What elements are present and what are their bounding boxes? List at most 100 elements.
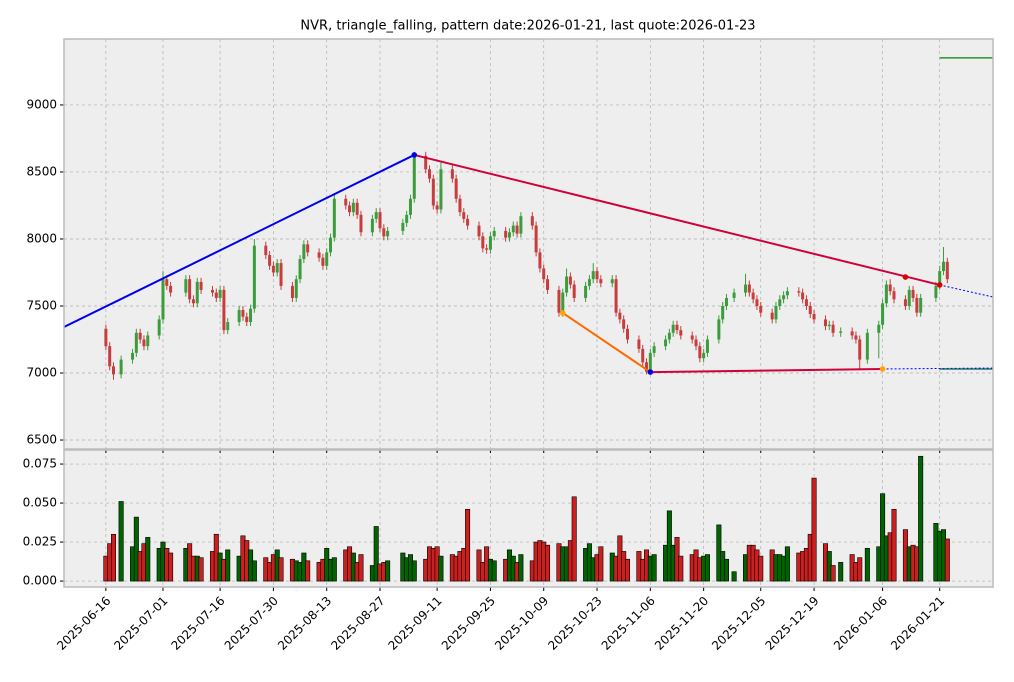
candle-body	[439, 169, 443, 210]
candle-body	[797, 291, 801, 293]
volume-bar	[891, 508, 897, 582]
volume-bar	[518, 554, 524, 582]
candle-body	[279, 263, 283, 286]
pattern-line	[939, 284, 993, 298]
y-tick-label: 0.025	[23, 535, 57, 549]
volume-bar	[373, 526, 379, 582]
candle-body	[721, 305, 725, 320]
candle-body	[405, 214, 409, 223]
candle-body	[907, 289, 911, 306]
candle-body	[675, 324, 679, 331]
candle-body	[724, 297, 728, 306]
pattern-line	[562, 312, 651, 373]
volume-bar	[731, 571, 737, 582]
candle-body	[504, 230, 508, 238]
candle-body	[881, 303, 885, 325]
volume-bar	[385, 560, 391, 582]
volume-bar	[918, 455, 924, 582]
candle-body	[911, 289, 915, 298]
x-tick-label: 2025-09-25	[439, 594, 498, 653]
candle-body	[290, 285, 294, 298]
candle-body	[565, 276, 569, 293]
candle-body	[370, 218, 374, 233]
candle-body	[252, 245, 256, 309]
candle-body	[698, 346, 702, 359]
volume-bar	[305, 560, 311, 582]
candle-body	[732, 292, 736, 298]
x-tick-label: 2025-09-11	[385, 594, 444, 653]
candle-body	[808, 305, 812, 315]
candle-body	[184, 279, 188, 293]
candle-body	[458, 198, 462, 213]
candle-body	[801, 292, 805, 300]
volume-bar	[704, 554, 710, 582]
volume-bar	[571, 496, 577, 582]
candle-body	[618, 312, 622, 320]
volume-bar	[811, 477, 817, 582]
y-tick-label: 9000	[26, 97, 57, 111]
volume-bar	[678, 555, 684, 582]
pattern-line	[882, 367, 993, 370]
candle-body	[424, 155, 428, 170]
candle-body	[942, 261, 946, 272]
y-tick-label: 6500	[26, 433, 57, 447]
volume-bar	[830, 565, 836, 582]
candle-body	[382, 228, 386, 237]
candle-body	[169, 285, 173, 293]
candle-body	[770, 312, 774, 320]
pattern-point	[936, 282, 943, 288]
candle-body	[348, 205, 352, 213]
candle-body	[839, 331, 843, 333]
candle-body	[945, 261, 949, 280]
candle-body	[332, 198, 336, 238]
candle-body	[850, 331, 854, 336]
candle-body	[131, 352, 135, 360]
pattern-point	[411, 152, 418, 158]
volume-bar	[491, 560, 497, 582]
candle-body	[351, 202, 355, 213]
candle-body	[104, 328, 108, 347]
candle-body	[466, 218, 470, 226]
price-marks	[64, 57, 993, 380]
candle-body	[759, 305, 763, 313]
candle-body	[492, 230, 496, 237]
candle-body	[591, 271, 595, 280]
candle-body	[306, 244, 310, 253]
candle-body	[865, 332, 869, 360]
candle-body	[671, 324, 675, 333]
volume-bar	[411, 560, 417, 582]
x-tick-label: 2025-10-23	[545, 594, 604, 653]
y-tick-label: 0.050	[23, 496, 57, 510]
candle-body	[546, 279, 550, 290]
candle-body	[249, 308, 253, 323]
candle-body	[572, 284, 576, 298]
candle-body	[568, 276, 572, 285]
candle-body	[648, 352, 652, 372]
candle-body	[264, 245, 268, 256]
candle-body	[625, 328, 629, 340]
candle-body	[481, 236, 485, 249]
volume-bar	[278, 557, 284, 582]
candle-body	[454, 178, 458, 199]
candle-body	[138, 332, 142, 340]
candle-body	[268, 255, 272, 266]
volume-bar	[624, 558, 630, 582]
candle-body	[812, 314, 816, 320]
candle-body	[610, 279, 614, 284]
volume-bar	[465, 508, 471, 582]
candle-body	[744, 284, 748, 293]
pattern-point	[902, 274, 909, 280]
y-tick-label: 8000	[26, 231, 57, 245]
candle-body	[679, 330, 683, 336]
candle-body	[519, 216, 523, 234]
volume-bar	[864, 548, 870, 582]
candle-body	[538, 252, 542, 269]
x-tick-label: 2026-01-21	[888, 594, 947, 653]
candle-body	[702, 352, 706, 359]
candle-body	[222, 289, 226, 331]
candle-body	[755, 299, 759, 306]
candle-body	[854, 335, 858, 340]
volume-bar	[118, 501, 124, 582]
candle-body	[622, 319, 626, 329]
